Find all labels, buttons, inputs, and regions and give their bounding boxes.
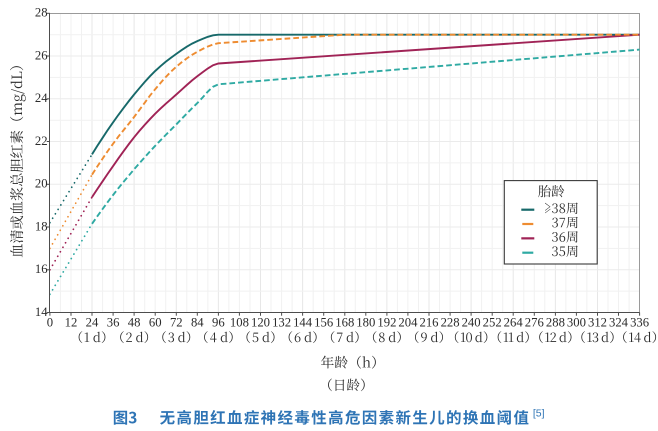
svg-text:24: 24 bbox=[86, 315, 99, 329]
svg-text:300: 300 bbox=[567, 315, 586, 329]
svg-text:312: 312 bbox=[588, 315, 607, 329]
svg-text:16: 16 bbox=[35, 262, 48, 276]
svg-text:168: 168 bbox=[335, 315, 354, 329]
svg-text:228: 228 bbox=[441, 315, 460, 329]
svg-text:14: 14 bbox=[35, 305, 48, 319]
svg-text:84: 84 bbox=[191, 315, 204, 329]
svg-text:216: 216 bbox=[419, 315, 438, 329]
svg-text:276: 276 bbox=[525, 315, 544, 329]
svg-text:60: 60 bbox=[149, 315, 162, 329]
svg-text:204: 204 bbox=[398, 315, 418, 329]
svg-text:264: 264 bbox=[504, 315, 524, 329]
svg-text:36: 36 bbox=[107, 315, 120, 329]
svg-text:72: 72 bbox=[170, 315, 183, 329]
svg-text:192: 192 bbox=[377, 315, 396, 329]
svg-text:24: 24 bbox=[35, 91, 48, 105]
svg-text:156: 156 bbox=[314, 315, 333, 329]
svg-text:18: 18 bbox=[35, 219, 48, 233]
svg-text:132: 132 bbox=[272, 315, 291, 329]
svg-text:22: 22 bbox=[35, 134, 48, 148]
svg-text:96: 96 bbox=[212, 315, 225, 329]
svg-text:[5]: [5] bbox=[533, 408, 545, 420]
svg-text:180: 180 bbox=[356, 315, 375, 329]
svg-text:240: 240 bbox=[462, 315, 481, 329]
svg-text:336: 336 bbox=[630, 315, 649, 329]
svg-text:0: 0 bbox=[47, 315, 53, 329]
svg-text:48: 48 bbox=[128, 315, 141, 329]
svg-text:252: 252 bbox=[483, 315, 502, 329]
svg-text:20: 20 bbox=[35, 177, 48, 191]
svg-text:120: 120 bbox=[251, 315, 270, 329]
svg-text:288: 288 bbox=[546, 315, 565, 329]
svg-text:144: 144 bbox=[293, 315, 313, 329]
svg-text:26: 26 bbox=[35, 48, 48, 62]
svg-text:324: 324 bbox=[609, 315, 629, 329]
svg-text:12: 12 bbox=[65, 315, 78, 329]
svg-text:28: 28 bbox=[35, 6, 48, 20]
svg-text:108: 108 bbox=[230, 315, 249, 329]
